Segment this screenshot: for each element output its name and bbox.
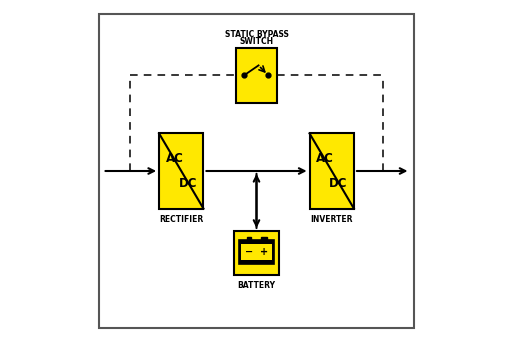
- Text: AC: AC: [166, 152, 184, 165]
- Bar: [239, 239, 274, 264]
- Text: −: −: [245, 247, 253, 257]
- Bar: [309, 133, 354, 209]
- Bar: [247, 237, 251, 241]
- Text: AC: AC: [316, 152, 334, 165]
- Text: BATTERY: BATTERY: [238, 281, 275, 290]
- Bar: [236, 48, 277, 103]
- Text: STATIC BYPASS: STATIC BYPASS: [225, 30, 288, 39]
- Bar: [241, 244, 272, 260]
- Bar: [234, 231, 279, 275]
- Text: INVERTER: INVERTER: [310, 215, 353, 224]
- Text: RECTIFIER: RECTIFIER: [159, 215, 203, 224]
- Bar: [261, 237, 267, 241]
- Text: +: +: [260, 247, 268, 257]
- Text: DC: DC: [179, 177, 197, 190]
- Text: DC: DC: [329, 177, 348, 190]
- Text: SWITCH: SWITCH: [240, 37, 273, 46]
- Bar: [159, 133, 204, 209]
